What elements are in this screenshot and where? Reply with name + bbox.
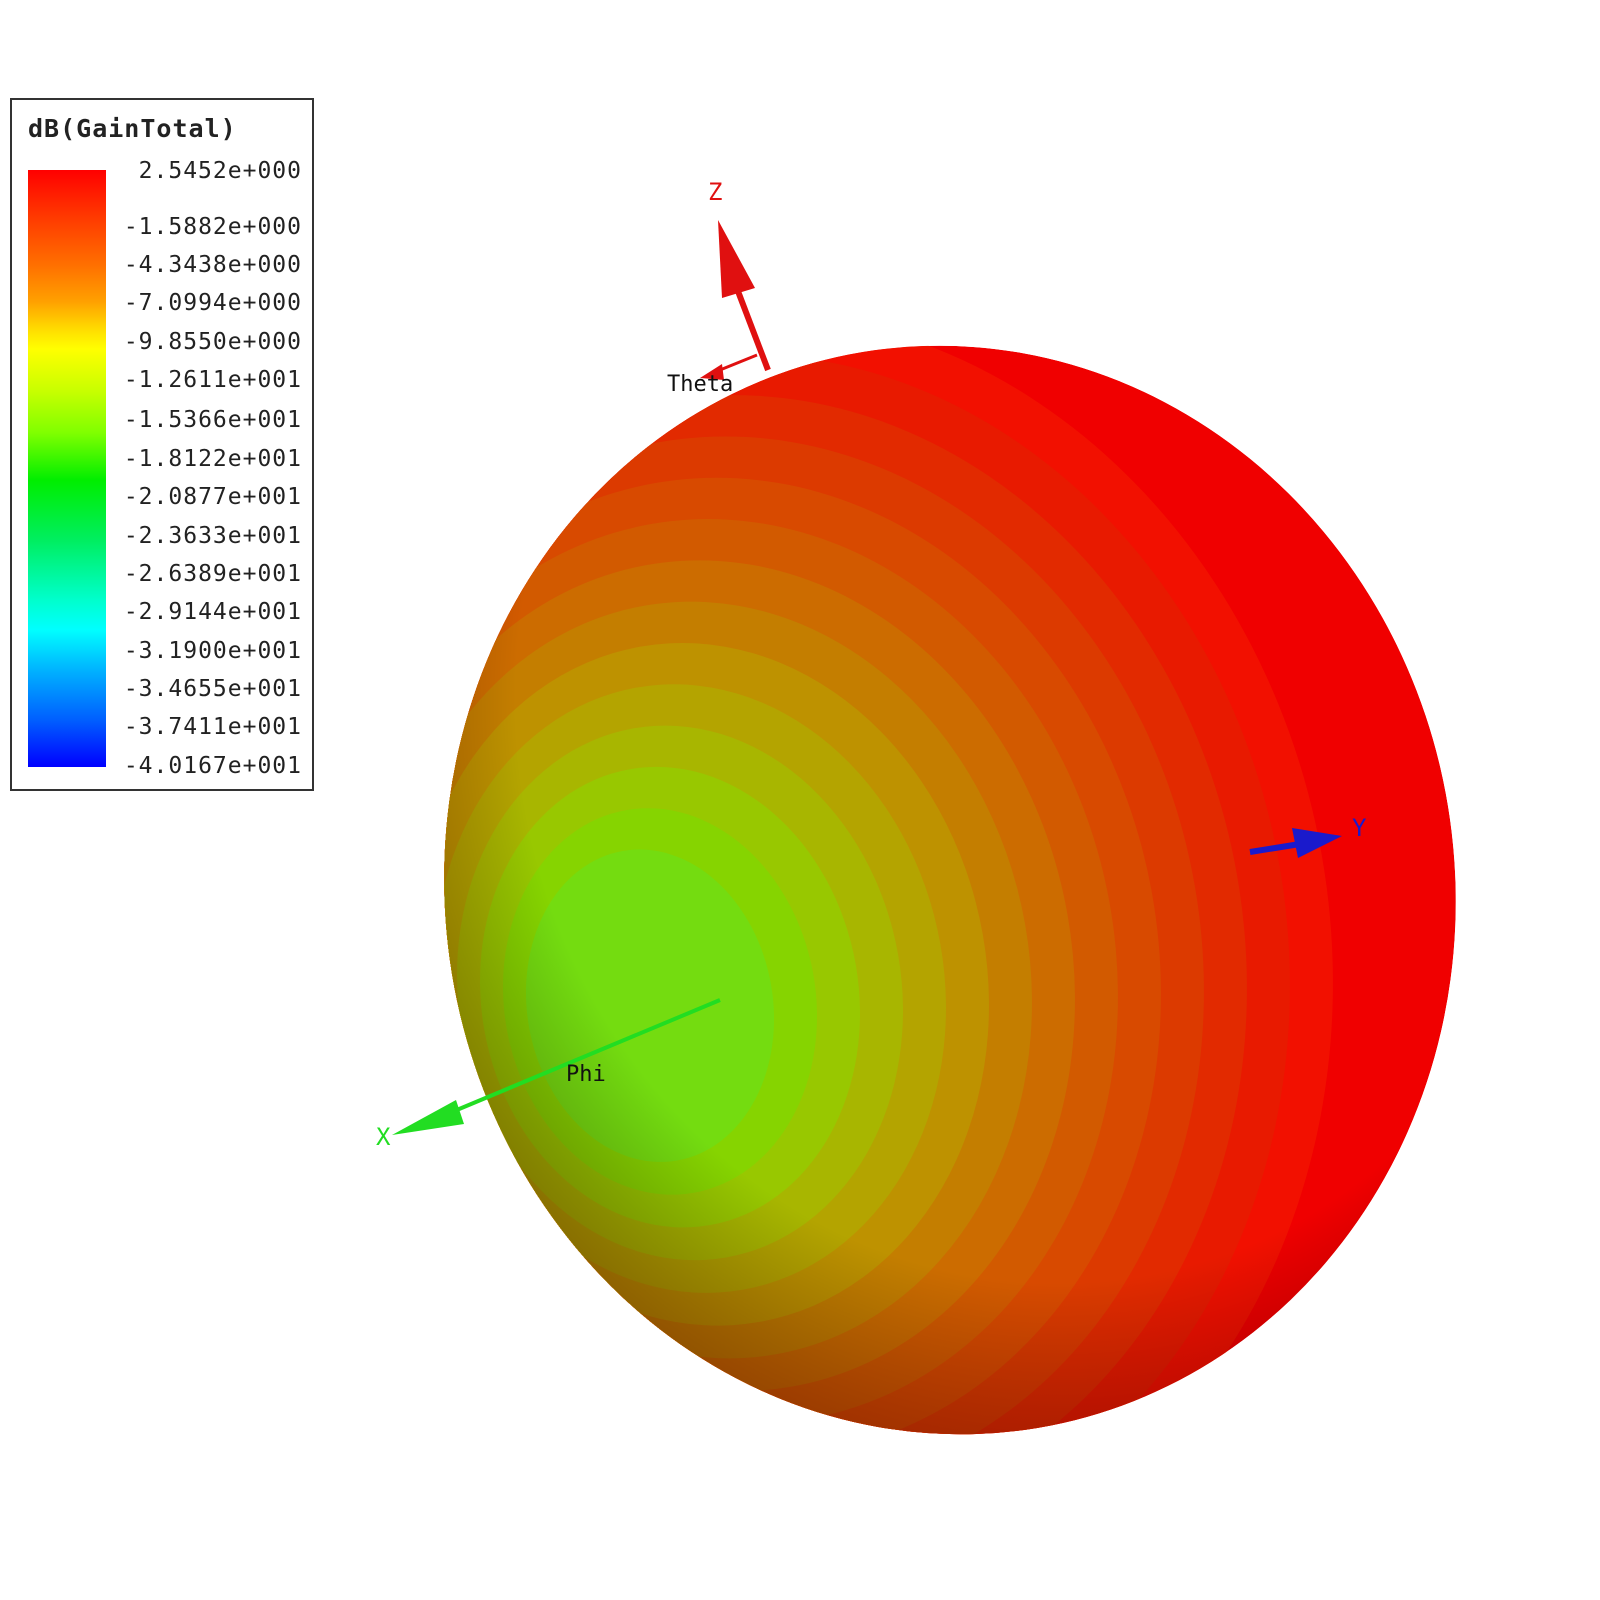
pattern-surface [374,312,1456,1500]
z-axis-label: Z [708,178,722,206]
colorbar-tick-label: 2.5452e+000 [138,158,302,184]
theta-label: Theta [667,372,733,397]
colorbar-tick-label: -2.0877e+001 [123,484,302,510]
x-axis: X Phi [376,998,721,1151]
colorbar-tick-label: -2.3633e+001 [123,523,302,549]
x-axis-label: X [376,1123,391,1151]
y-axis: Y [1249,814,1367,858]
colorbar-tick-label: -3.7411e+001 [123,714,302,740]
phi-label: Phi [566,1062,606,1087]
colorbar-tick-label: -4.0167e+001 [123,753,302,779]
colorbar-tick-label: -9.8550e+000 [123,329,302,355]
colorbar-tick-label: -2.9144e+001 [123,599,302,625]
colorbar-tick-label: -2.6389e+001 [123,561,302,587]
colorbar-tick-label: -1.2611e+001 [123,367,302,393]
colorbar-tick-label: -7.0994e+000 [123,290,302,316]
colorbar-tick-label: -1.8122e+001 [123,446,302,472]
colorbar-tick-label: -4.3438e+000 [123,252,302,278]
y-axis-label: Y [1352,814,1367,842]
colorbar-tick-label: -3.1900e+001 [123,638,302,664]
colorbar-tick-label: -1.5366e+001 [123,407,302,433]
legend-title: dB(GainTotal) [28,114,237,143]
color-legend: dB(GainTotal) 2.5452e+000 -1.5882e+000 -4.… [10,98,314,791]
colorbar-tick-label: -1.5882e+000 [123,214,302,240]
z-axis: Z Theta [667,178,771,397]
colorbar [28,170,106,767]
colorbar-tick-label: -3.4655e+001 [123,676,302,702]
